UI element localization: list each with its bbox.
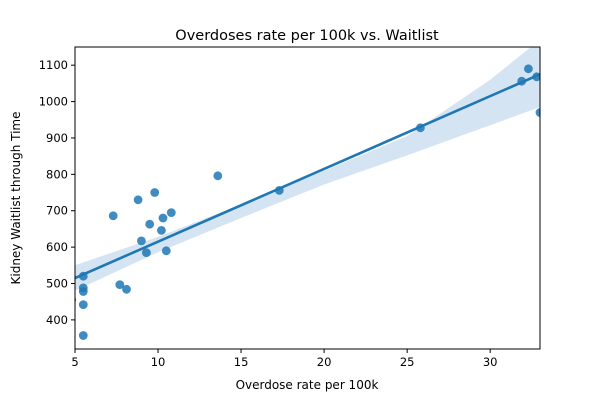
data-point-11 xyxy=(137,236,146,246)
data-point-4 xyxy=(78,287,88,296)
data-point-14 xyxy=(150,188,160,197)
data-point-16 xyxy=(158,213,168,223)
x-tick-label: 15 xyxy=(234,355,249,369)
x-tick-label: 20 xyxy=(317,355,332,369)
regression-line xyxy=(75,73,540,280)
data-point-19 xyxy=(213,171,223,181)
plot-frame xyxy=(74,46,541,350)
data-point-13 xyxy=(145,219,155,229)
data-point-6 xyxy=(78,331,88,340)
y-tick-label: 1000 xyxy=(39,95,68,109)
data-point-15 xyxy=(157,226,166,235)
data-point-17 xyxy=(161,246,171,256)
data-point-9 xyxy=(122,284,131,294)
chart-title: Overdoses rate per 100k vs. Waitlist xyxy=(175,28,439,44)
data-point-12 xyxy=(142,248,151,257)
x-tick-label: 5 xyxy=(71,355,78,369)
data-point-8 xyxy=(115,280,125,289)
x-tick-label: 10 xyxy=(151,355,166,369)
x-axis: 5 10 15 20 25 30 xyxy=(71,349,497,369)
x-axis-label: Overdose rate per 100k xyxy=(236,378,379,392)
data-point-10 xyxy=(133,195,143,205)
y-tick-label: 800 xyxy=(46,167,68,181)
y-tick-label: 500 xyxy=(46,277,68,291)
y-tick-label: 900 xyxy=(46,131,68,145)
y-tick-label: 600 xyxy=(46,240,68,254)
plot-area xyxy=(75,47,540,340)
y-tick-label: 400 xyxy=(46,313,68,327)
x-tick-label: 25 xyxy=(400,355,415,369)
confidence-band xyxy=(75,47,540,291)
data-point-7 xyxy=(108,211,118,221)
y-axis: 400 500 600 700 800 900 1000 1100 xyxy=(39,58,75,327)
data-point-5 xyxy=(78,300,88,309)
data-point-18 xyxy=(166,208,176,218)
x-tick-label: 30 xyxy=(483,355,498,369)
y-tick-label: 1100 xyxy=(39,58,68,72)
y-tick-label: 700 xyxy=(46,204,68,218)
data-point-23 xyxy=(524,64,533,74)
data-point-25 xyxy=(535,108,540,117)
y-axis-label: Kidney Waitlist through Time xyxy=(9,112,23,285)
